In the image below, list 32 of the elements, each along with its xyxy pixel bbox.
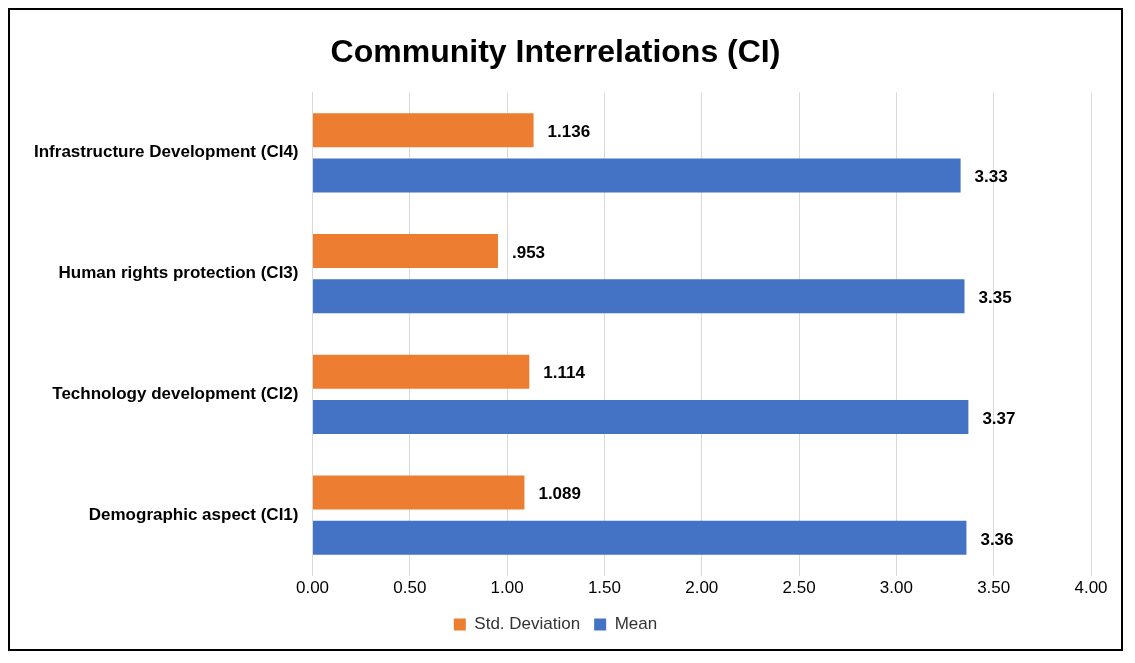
legend-label: Std. Deviation xyxy=(474,614,581,634)
x-tick-label: 1.50 xyxy=(587,578,621,598)
data-label: 3.35 xyxy=(978,287,1012,307)
x-tick-label: 2.00 xyxy=(685,578,719,598)
data-label: .953 xyxy=(511,242,546,262)
x-tick-label: 3.00 xyxy=(879,578,913,598)
y-tick-label: Infrastructure Development (CI4) xyxy=(34,142,299,162)
bar xyxy=(313,233,498,268)
bar xyxy=(313,158,961,193)
data-label: 1.114 xyxy=(543,363,586,383)
x-tick-label: 0.00 xyxy=(295,578,330,598)
data-label: 1.089 xyxy=(538,484,581,504)
data-label: 3.33 xyxy=(974,167,1008,187)
bar xyxy=(313,400,969,435)
bar xyxy=(313,113,534,148)
x-tick-label: 1.00 xyxy=(490,578,524,598)
x-tick-label: 0.50 xyxy=(393,578,427,598)
bar xyxy=(313,520,967,555)
x-tick-label: 4.00 xyxy=(1074,578,1108,598)
bar xyxy=(313,475,525,510)
legend-label: Mean xyxy=(614,614,658,634)
y-tick-label: Human rights protection (CI3) xyxy=(58,263,299,283)
data-label: 1.136 xyxy=(547,121,591,141)
data-label: 3.37 xyxy=(982,408,1016,428)
data-label: 3.36 xyxy=(980,529,1014,549)
y-tick-label: Demographic aspect (CI1) xyxy=(88,504,299,524)
bar xyxy=(313,354,530,389)
y-tick-label: Technology development (CI2) xyxy=(52,384,299,404)
x-tick-label: 2.50 xyxy=(782,578,816,598)
x-tick-label: 3.50 xyxy=(977,578,1011,598)
chart-title: Community Interrelations (CI) xyxy=(330,33,781,70)
bar xyxy=(313,279,965,314)
